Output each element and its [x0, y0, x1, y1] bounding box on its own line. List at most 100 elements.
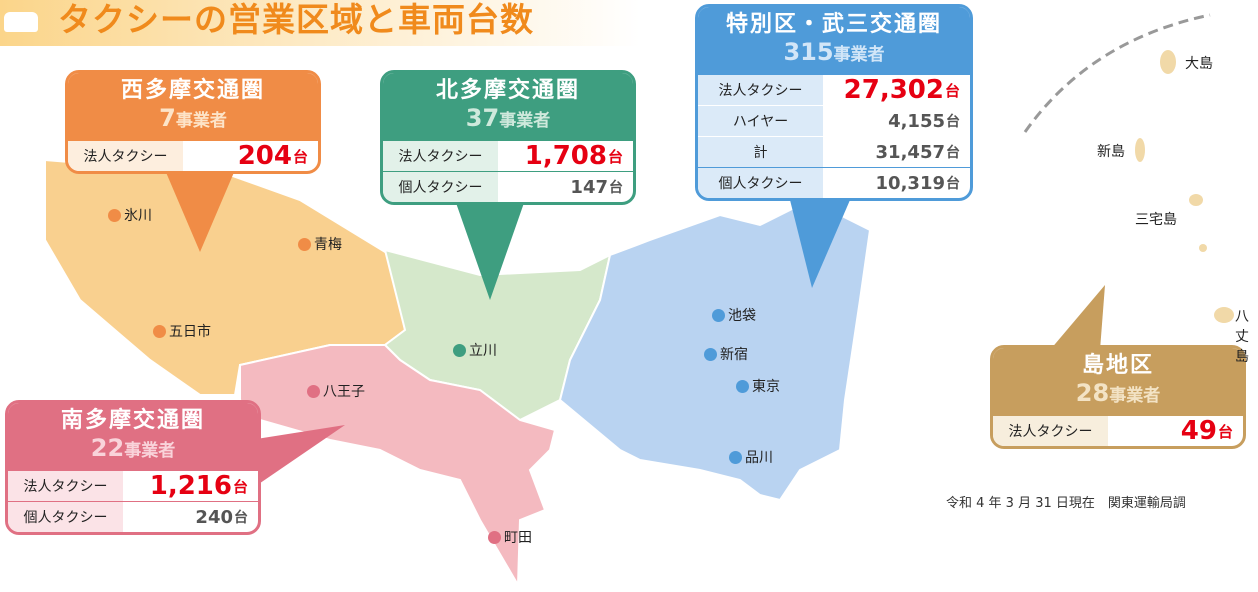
operator-unit: 事業者	[124, 441, 176, 461]
place-label: 五日市	[153, 321, 211, 341]
place-label: 新島	[1097, 141, 1125, 161]
operator-count: 7	[159, 104, 176, 132]
vehicle-count: 1,216 台	[123, 471, 258, 501]
vehicle-row: 個人タクシー 147 台	[383, 171, 633, 202]
island	[1189, 194, 1203, 206]
region-name: 北多摩交通圏	[435, 78, 580, 103]
vehicle-number: 147	[570, 176, 608, 198]
vehicle-number: 27,302	[843, 75, 944, 105]
callout-pointer	[165, 170, 235, 252]
vehicle-type: 個人タクシー	[8, 502, 123, 532]
vehicle-row: 個人タクシー 10,319 台	[698, 167, 970, 198]
place-label: 品川	[729, 447, 773, 467]
callout-pointer	[455, 200, 525, 300]
callout-pointer	[250, 425, 345, 490]
vehicle-type: ハイヤー	[698, 106, 824, 136]
place-dot	[307, 384, 320, 398]
region-header: 特別区・武三交通圏 315事業者	[698, 7, 970, 74]
region-name: 南多摩交通圏	[60, 408, 205, 433]
place-name: 氷川	[124, 208, 152, 224]
vehicle-unit: 台	[234, 510, 248, 526]
vehicle-row: 法人タクシー 204 台	[68, 140, 318, 171]
place-label: 池袋	[712, 305, 756, 325]
vehicle-count: 27,302 台	[823, 75, 970, 105]
callout-pointer	[790, 200, 850, 288]
place-name: 町田	[504, 530, 532, 546]
vehicle-unit: 台	[946, 114, 960, 130]
vehicle-unit: 台	[944, 81, 960, 100]
minamitama-area	[239, 344, 557, 589]
place-dot	[153, 324, 166, 338]
operator-count-line: 7事業者	[68, 105, 318, 134]
place-dot	[736, 379, 749, 393]
place-label: 八丈島	[1235, 306, 1258, 366]
vehicle-number: 204	[237, 141, 292, 171]
vehicle-row: 個人タクシー 240 台	[8, 501, 258, 532]
operator-count-line: 315事業者	[698, 39, 970, 68]
place-dot	[453, 343, 466, 357]
region-name: 西多摩交通圏	[120, 78, 265, 103]
vehicle-row: ハイヤー 4,155 台	[698, 105, 970, 136]
place-label: 三宅島	[1135, 209, 1177, 229]
region-header: 西多摩交通圏 7事業者	[68, 73, 318, 140]
vehicle-type: 法人タクシー	[383, 141, 498, 171]
vehicle-type: 法人タクシー	[993, 416, 1108, 446]
operator-count: 28	[1075, 379, 1110, 407]
vehicle-count: 147 台	[498, 172, 633, 202]
operator-unit: 事業者	[833, 45, 885, 65]
vehicle-count: 240 台	[123, 502, 258, 532]
vehicle-row: 法人タクシー 27,302 台	[698, 74, 970, 105]
place-label: 大島	[1185, 53, 1213, 73]
place-label: 立川	[453, 340, 497, 360]
operator-count: 22	[90, 434, 125, 462]
place-dot	[298, 237, 311, 251]
place-label: 八王子	[307, 381, 365, 401]
vehicle-number: 10,319	[875, 172, 945, 194]
vehicle-number: 4,155	[888, 110, 945, 132]
vehicle-count: 1,708 台	[498, 141, 633, 171]
operator-count-line: 22事業者	[8, 435, 258, 464]
title-bar	[0, 0, 640, 46]
vehicle-unit: 台	[232, 477, 248, 496]
vehicle-type: 法人タクシー	[8, 471, 123, 501]
vehicle-row: 法人タクシー 49 台	[993, 415, 1243, 446]
place-dot	[704, 347, 717, 361]
place-name: 池袋	[728, 308, 756, 324]
place-name: 大島	[1185, 56, 1213, 72]
vehicle-unit: 台	[292, 147, 308, 166]
place-name: 新宿	[720, 347, 748, 363]
place-name: 品川	[745, 450, 773, 466]
vehicle-count: 4,155 台	[823, 106, 970, 136]
place-dot	[488, 530, 501, 544]
place-label: 新宿	[704, 344, 748, 364]
vehicle-number: 49	[1180, 416, 1217, 446]
place-label: 町田	[488, 527, 532, 547]
place-label: 青梅	[298, 234, 342, 254]
vehicle-number: 240	[195, 506, 233, 528]
place-dot	[729, 450, 742, 464]
place-name: 青梅	[314, 237, 342, 253]
title: タクシーの営業区域と車両台数	[58, 0, 534, 39]
place-name: 東京	[752, 379, 780, 395]
callout-pointer	[1050, 285, 1105, 350]
taxi-icon	[4, 12, 38, 32]
operator-unit: 事業者	[499, 111, 551, 131]
region-box: 特別区・武三交通圏 315事業者 法人タクシー 27,302 台ハイヤー 4,155 台計 3…	[695, 4, 973, 201]
place-name: 三宅島	[1135, 212, 1177, 228]
vehicle-row: 計 31,457 台	[698, 136, 970, 167]
vehicle-count: 10,319 台	[823, 168, 970, 198]
place-name: 新島	[1097, 144, 1125, 160]
operator-count: 37	[465, 104, 500, 132]
vehicle-count: 49 台	[1108, 416, 1243, 446]
vehicle-unit: 台	[1217, 422, 1233, 441]
vehicle-number: 1,708	[524, 141, 607, 171]
island	[1199, 244, 1207, 252]
vehicle-type: 個人タクシー	[698, 168, 824, 198]
place-name: 八丈島	[1235, 309, 1249, 365]
operator-count: 315	[783, 38, 834, 66]
vehicle-type: 計	[698, 137, 824, 167]
vehicle-unit: 台	[607, 147, 623, 166]
vehicle-type: 個人タクシー	[383, 172, 498, 202]
